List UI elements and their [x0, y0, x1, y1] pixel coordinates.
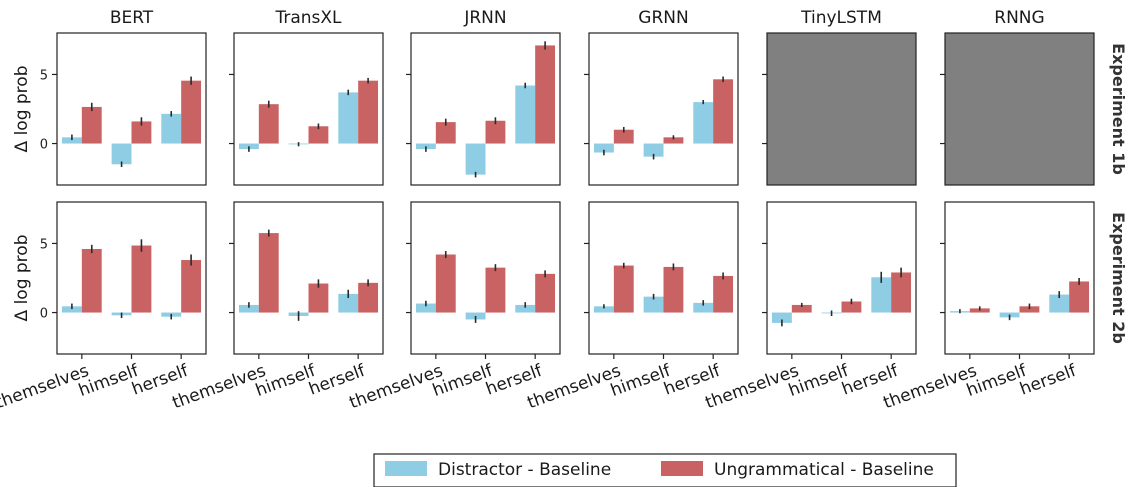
legend-swatch-distractor	[385, 461, 427, 476]
ytick-label-0-bert-row2: 0	[40, 307, 48, 322]
bar-distractor-herself-tinylstm-row2	[871, 277, 892, 313]
bar-distractor-themselves-transxl-row2	[238, 304, 259, 313]
bar-distractor-themselves-grnn-row2	[593, 306, 614, 313]
panel-title-tinylstm: TinyLSTM	[800, 8, 882, 28]
bar-ungrammatical-herself-transxl-row1	[358, 80, 379, 144]
bar-distractor-themselves-jrnn-row2	[415, 303, 436, 313]
panel-rnng-row1	[940, 32, 1095, 186]
bar-distractor-herself-grnn-row2	[693, 302, 714, 313]
bar-ungrammatical-themselves-jrnn-row2	[435, 254, 456, 313]
category-label-herself-rnng-row2: herself	[1017, 361, 1080, 400]
bar-ungrammatical-herself-transxl-row2	[358, 282, 379, 313]
legend-label-distractor: Distractor - Baseline	[438, 460, 611, 480]
ytick-label-5-bert-row2: 5	[40, 237, 48, 252]
bar-ungrammatical-themselves-transxl-row1	[258, 104, 279, 144]
bar-ungrammatical-herself-jrnn-row2	[535, 273, 556, 313]
bar-ungrammatical-themselves-bert-row2	[81, 248, 102, 313]
bar-distractor-herself-grnn-row1	[693, 102, 714, 144]
bar-distractor-himself-jrnn-row1	[465, 143, 486, 175]
bar-ungrammatical-himself-tinylstm-row2	[841, 301, 862, 313]
bar-distractor-himself-bert-row1	[111, 143, 132, 165]
bar-ungrammatical-himself-transxl-row1	[308, 126, 329, 144]
bar-distractor-themselves-tinylstm-row2	[771, 312, 792, 323]
bar-ungrammatical-himself-grnn-row2	[663, 266, 684, 313]
panel-transxl-row1	[229, 32, 384, 186]
y-axis-label-row-1: Δ log prob	[12, 66, 32, 153]
labels-layer: Δ log prob Δ log prob Experiment 1b Expe…	[12, 43, 1128, 344]
bar-ungrammatical-themselves-grnn-row2	[613, 265, 634, 313]
panel-frame-rnng-row2	[944, 201, 1095, 355]
bar-ungrammatical-herself-grnn-row1	[713, 79, 734, 144]
bar-ungrammatical-himself-bert-row1	[131, 121, 152, 144]
bar-distractor-themselves-bert-row2	[61, 306, 82, 313]
panel-tinylstm-row1	[762, 32, 917, 186]
panel-title-grnn: GRNN	[638, 8, 688, 28]
panel-title-rnng: RNNG	[994, 8, 1044, 28]
bar-ungrammatical-herself-grnn-row2	[713, 275, 734, 313]
row-label-experiment-2b: Experiment 2b	[1109, 212, 1128, 344]
bar-distractor-herself-transxl-row1	[338, 92, 359, 144]
panel-title-jrnn: JRNN	[463, 8, 506, 28]
panel-jrnn-row1	[406, 32, 561, 186]
bar-ungrammatical-herself-rnng-row2	[1069, 281, 1090, 313]
bar-distractor-herself-jrnn-row1	[515, 85, 536, 144]
bar-distractor-herself-bert-row1	[161, 113, 182, 144]
legend-swatch-ungrammatical	[661, 461, 703, 476]
bar-distractor-herself-transxl-row2	[338, 293, 359, 313]
ytick-label-5-bert-row1: 5	[40, 68, 48, 83]
bar-ungrammatical-themselves-grnn-row1	[613, 129, 634, 144]
bar-distractor-themselves-transxl-row1	[238, 143, 259, 150]
bar-ungrammatical-himself-jrnn-row1	[485, 120, 506, 144]
panel-grnn-row1	[584, 32, 739, 186]
bar-distractor-themselves-bert-row1	[61, 137, 82, 144]
legend-label-ungrammatical: Ungrammatical - Baseline	[714, 460, 934, 480]
bar-ungrammatical-themselves-tinylstm-row2	[791, 304, 812, 313]
bar-distractor-himself-grnn-row2	[643, 296, 664, 313]
bar-ungrammatical-themselves-bert-row1	[81, 106, 102, 144]
legend: Distractor - Baseline Ungrammatical - Ba…	[373, 453, 957, 487]
bar-ungrammatical-herself-tinylstm-row2	[891, 272, 912, 313]
bar-ungrammatical-himself-jrnn-row2	[485, 267, 506, 313]
panels-layer: BERT TransXL JRNN GRNN TinyLSTM RNNG0505thems…	[0, 8, 1095, 413]
ytick-label-0-bert-row1: 0	[40, 138, 48, 153]
bar-ungrammatical-themselves-jrnn-row1	[435, 122, 456, 144]
bar-distractor-herself-rnng-row2	[1049, 294, 1070, 313]
panel-title-transxl: TransXL	[274, 8, 342, 28]
bar-ungrammatical-himself-rnng-row2	[1019, 306, 1040, 313]
bar-distractor-himself-grnn-row1	[643, 143, 664, 157]
bar-ungrammatical-herself-jrnn-row1	[535, 45, 556, 144]
bar-ungrammatical-himself-bert-row2	[131, 245, 152, 313]
bar-distractor-themselves-jrnn-row1	[415, 143, 436, 150]
panel-frame-transxl-row2	[233, 201, 384, 355]
y-axis-label-row-2: Δ log prob	[12, 235, 32, 322]
bar-ungrammatical-themselves-transxl-row2	[258, 233, 279, 313]
bar-ungrammatical-herself-bert-row1	[181, 80, 202, 144]
panel-missing-tinylstm-row1	[766, 32, 917, 186]
panel-title-bert: BERT	[110, 8, 154, 28]
bar-ungrammatical-himself-grnn-row1	[663, 137, 684, 144]
bar-ungrammatical-herself-bert-row2	[181, 260, 202, 313]
bar-distractor-herself-jrnn-row2	[515, 304, 536, 313]
bar-distractor-themselves-grnn-row1	[593, 143, 614, 153]
row-label-experiment-1b: Experiment 1b	[1109, 43, 1128, 175]
panel-missing-rnng-row1	[944, 32, 1095, 186]
bar-ungrammatical-himself-transxl-row2	[308, 283, 329, 313]
panel-bert-row1: 05	[40, 32, 207, 186]
